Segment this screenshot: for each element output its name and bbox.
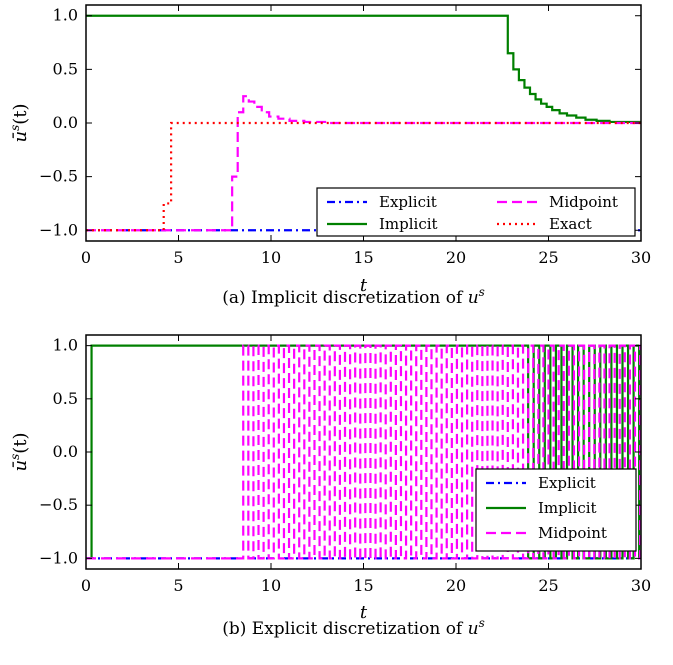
series-line-implicit [86,14,641,124]
legend: Explicit Implicit Midpoint [475,468,637,552]
series-line-midpoint [86,344,641,560]
x-tick-label: 25 [538,576,558,595]
y-tick-label: 0.5 [53,389,78,408]
x-tick-label: 30 [631,576,651,595]
y-tick-label: −1.0 [39,220,78,239]
legend-box [316,187,636,237]
chart-panel-b: 0 5 10 15 20 25 30 −1.0 −0.5 0.0 0.5 1.0 t ūs(t) (b) E… [8,334,651,639]
y-axis-label: ūs(t) [8,432,31,471]
legend: Explicit Implicit Midpoint Exact [316,187,636,237]
x-tick-label: 0 [81,576,91,595]
legend-label-midpoint: Midpoint [549,193,618,211]
x-tick-label: 15 [353,248,373,267]
y-tick-label: 1.0 [53,6,78,25]
legend-label-explicit: Explicit [538,474,596,492]
y-tick-label: 0.0 [53,113,78,132]
x-axis-label: t [360,275,368,296]
x-tick-label: 5 [173,576,183,595]
legend-label-implicit: Implicit [379,215,438,233]
x-tick-label: 0 [81,248,91,267]
legend-label-exact: Exact [549,215,592,233]
y-axis-label: ūs(t) [8,103,31,142]
y-tick-label: −1.0 [39,548,78,567]
x-tick-label: 20 [446,576,466,595]
x-tick-label: 5 [173,248,183,267]
x-tick-label: 20 [446,248,466,267]
x-tick-label: 10 [261,248,281,267]
legend-label-explicit: Explicit [379,193,437,211]
legend-box [475,468,637,552]
x-tick-label: 30 [631,248,651,267]
y-tick-label: 0.5 [53,59,78,78]
legend-label-implicit: Implicit [538,499,597,517]
x-tick-label: 25 [538,248,558,267]
x-tick-label: 15 [353,576,373,595]
y-tick-label: 1.0 [53,336,78,355]
figure-caption: (a) Implicit discretization of us [222,285,485,308]
y-tick-label: −0.5 [39,167,78,186]
y-tick-label: −0.5 [39,495,78,514]
y-tick-label: 0.0 [53,442,78,461]
x-tick-label: 10 [261,576,281,595]
x-axis-label: t [360,602,368,623]
chart-panel-a: 0 5 10 15 20 25 30 −1.0 −0.5 0.0 0.5 1.0 t ūs(t) (a) I… [8,4,651,308]
figure-caption: (b) Explicit discretization of us [222,616,485,639]
series-line-exact [86,121,641,232]
legend-label-midpoint: Midpoint [538,524,607,542]
